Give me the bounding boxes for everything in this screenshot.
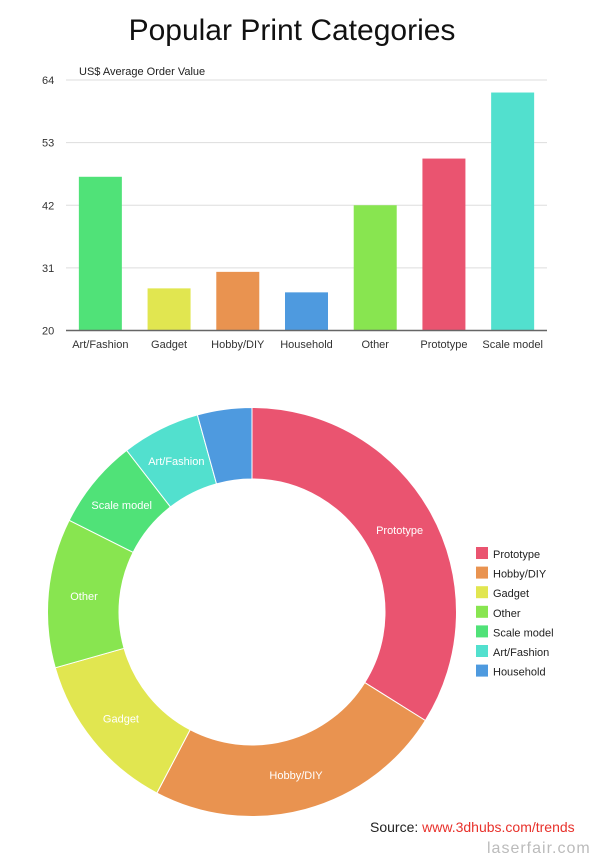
legend-label: Scale model: [493, 627, 554, 639]
legend-swatch: [476, 586, 488, 599]
legend-label: Art/Fashion: [493, 647, 549, 659]
legend-swatch: [476, 605, 488, 618]
x-tick-label: Hobby/DIY: [211, 339, 265, 351]
x-tick-label: Gadget: [151, 339, 187, 351]
watermark: laserfair.com: [487, 840, 591, 857]
source-label: Source:: [370, 819, 419, 835]
legend-swatch: [476, 664, 488, 677]
slice-hobby-diy: [156, 681, 427, 817]
bar-household: [285, 292, 328, 331]
bar-scale-model: [491, 92, 535, 331]
x-tick-label: Art/Fashion: [72, 339, 128, 351]
slice-label: Scale model: [91, 500, 152, 512]
legend-swatch: [476, 625, 488, 638]
slice-label: Prototype: [376, 525, 423, 537]
legend-swatch: [476, 566, 488, 579]
x-tick-label: Prototype: [420, 339, 467, 351]
chart-title: Popular Print Categories: [128, 14, 456, 47]
y-tick-label: 42: [42, 200, 54, 212]
legend-swatch: [476, 547, 488, 559]
legend-label: Gadget: [493, 588, 529, 600]
legend-swatch: [476, 645, 488, 657]
y-tick-label: 53: [42, 138, 54, 150]
bar-art-fashion: [78, 176, 122, 331]
bar-prototype: [422, 158, 466, 331]
legend-label: Hobby/DIY: [493, 569, 547, 581]
y-tick-label: 31: [42, 263, 54, 275]
bar-gadget: [147, 288, 191, 331]
legend-label: Prototype: [493, 549, 540, 561]
x-tick-label: Household: [280, 339, 333, 351]
x-tick-label: Scale model: [482, 339, 543, 351]
source-note: Source: www.3dhubs.com/trends: [370, 819, 575, 835]
x-tick-label: Other: [361, 339, 389, 351]
slice-label: Other: [70, 591, 98, 603]
bar-hobby-diy: [216, 271, 260, 331]
slice-label: Gadget: [103, 713, 139, 725]
y-tick-label: 64: [42, 75, 54, 87]
slice-label: Art/Fashion: [148, 456, 204, 468]
slice-household: [196, 406, 253, 485]
legend-label: Other: [493, 608, 521, 620]
slice-prototype: [251, 406, 457, 722]
slice-label: Hobby/DIY: [269, 770, 323, 782]
bar-other: [353, 205, 397, 331]
y-axis-label: US$ Average Order Value: [79, 66, 205, 78]
source-link[interactable]: www.3dhubs.com/trends: [422, 819, 575, 835]
legend-label: Household: [493, 667, 546, 679]
y-tick-label: 20: [42, 326, 54, 338]
